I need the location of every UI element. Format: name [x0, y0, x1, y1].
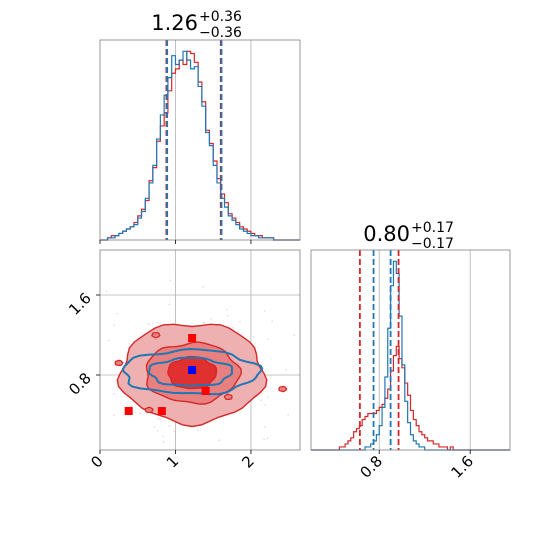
red-contour-island-4: [223, 393, 233, 401]
bottom-right-quantile-lines: [358, 250, 400, 450]
bottom-right-plot-background: [311, 250, 510, 450]
top-left-histograms: [100, 50, 300, 241]
bottom-left-scatter-point: [239, 320, 241, 323]
bottom-left-scatter-point: [210, 317, 212, 320]
bottom-left-y-tick-label-1: 1.6: [65, 289, 95, 319]
bottom-left-scatter-point: [267, 338, 269, 341]
bottom-left-scatter-point: [105, 290, 108, 293]
top-left-quantile-lines: [165, 40, 223, 240]
bottom-left-scatter-point: [252, 335, 255, 338]
bottom-left-scatter-point: [168, 303, 171, 306]
bottom-left-scatter-point: [260, 399, 262, 402]
bottom-left-scatter-point: [237, 329, 240, 332]
top-left-plot-background: [100, 40, 300, 240]
bottom-right-x-tick-label-1: 1.6: [447, 452, 477, 482]
bottom-left-scatter-point: [197, 429, 199, 432]
red-square-marker-0: [188, 334, 197, 342]
bottom-left-scatter-point: [112, 414, 115, 417]
bottom-left-scatter-point: [271, 320, 274, 323]
bottom-right-ticks: 0.8 1.6: [356, 450, 477, 482]
bottom-left-x-tick-label-2: 2: [238, 452, 257, 471]
top-left-title-upper: +0.36: [199, 9, 242, 25]
bottom-left-scatter-point: [263, 438, 266, 441]
bottom-left-scatter-point: [266, 437, 269, 440]
red-contour-island-3: [144, 406, 154, 413]
bottom-left-scatter-point: [173, 430, 176, 433]
bottom-right-x-tick-label-0: 0.8: [356, 452, 386, 482]
blue-contour-mid: [147, 356, 234, 387]
red-square-marker-3: [157, 407, 166, 415]
bottom-left-scatter-point: [98, 362, 100, 364]
bottom-left-scatter-point: [157, 417, 160, 420]
top-left-axes-frame: [99, 39, 301, 241]
bottom-left-scatter-point: [202, 285, 205, 288]
bottom-left-scatter-point: [168, 424, 171, 427]
bottom-right-grid: [378, 250, 471, 450]
top-left-title-lower: −0.36: [199, 25, 242, 41]
bottom-right-axes-frame: [310, 249, 511, 451]
bottom-left-x-tick-label-1: 1: [163, 452, 182, 471]
bottom-left-markers: [124, 334, 210, 415]
bottom-left-scatter-point: [107, 339, 110, 342]
bottom-right-title-upper: +0.17: [411, 220, 454, 236]
bottom-left-scatter-point: [263, 426, 266, 428]
bottom-left-scatter-point: [162, 441, 165, 444]
bottom-left-contours: [114, 323, 288, 428]
bottom-left-scatter-point: [263, 310, 266, 312]
bottom-left-scatter-point: [97, 392, 99, 394]
red-square-marker-2: [124, 407, 133, 415]
top-left-title: 1.26: [151, 11, 198, 35]
bottom-left-x-tick-label-0: 0: [87, 452, 106, 471]
bottom-left-axes-frame: [99, 249, 301, 451]
bottom-left-scatter-point: [139, 412, 142, 415]
bottom-left-y-tick-label-0: 0.8: [65, 369, 95, 399]
bottom-left-scatter-point: [225, 309, 228, 311]
bottom-left-scatter-point: [116, 312, 119, 315]
top-left-histogram-red: [100, 50, 300, 241]
blue-square-marker-4: [188, 366, 197, 374]
bottom-left-scatter-point: [147, 322, 150, 325]
bottom-right-title-median: 0.80: [363, 222, 410, 246]
bottom-left-scatter-point: [232, 326, 234, 329]
bottom-left-scatter-point: [162, 435, 165, 438]
red-contour-island-1: [278, 385, 288, 393]
bottom-right-marginal-panel: 0.8 1.6 0.80 +0.17 −0.17: [310, 220, 511, 482]
bottom-left-scatter-point: [153, 426, 156, 428]
bottom-right-title-lower: −0.17: [411, 236, 454, 252]
bottom-left-scatter-point: [156, 429, 159, 432]
bottom-left-scatter-point: [226, 314, 229, 317]
bottom-left-scatter-point: [159, 418, 162, 421]
top-left-ticks: [99, 240, 252, 244]
bottom-left-scatter-point: [285, 368, 288, 371]
bottom-left-scatter-point: [157, 321, 159, 324]
bottom-right-title: 0.80: [363, 222, 410, 246]
bottom-left-scatter-point: [293, 334, 296, 337]
red-contour-island-0: [151, 332, 161, 339]
top-left-title-median: 1.26: [151, 11, 198, 35]
red-contour-island-2: [114, 359, 124, 367]
red-square-marker-1: [201, 387, 210, 395]
bottom-left-scatter-point: [264, 404, 267, 406]
top-left-marginal-panel: 1.26 +0.36 −0.36: [99, 9, 301, 244]
bottom-left-scatter-point: [112, 324, 115, 327]
bottom-left-scatter-point: [266, 396, 269, 399]
blue-contour-outer: [121, 347, 264, 396]
bottom-left-scatter-point: [287, 414, 290, 416]
top-left-histogram-blue: [100, 50, 300, 241]
bottom-left-scatter-point: [202, 321, 205, 324]
bottom-left-scatter-point: [113, 392, 116, 395]
bottom-left-scatter-point: [79, 470, 81, 472]
bottom-left-scatter-point: [218, 439, 221, 442]
bottom-left-scatter-point: [169, 279, 172, 282]
